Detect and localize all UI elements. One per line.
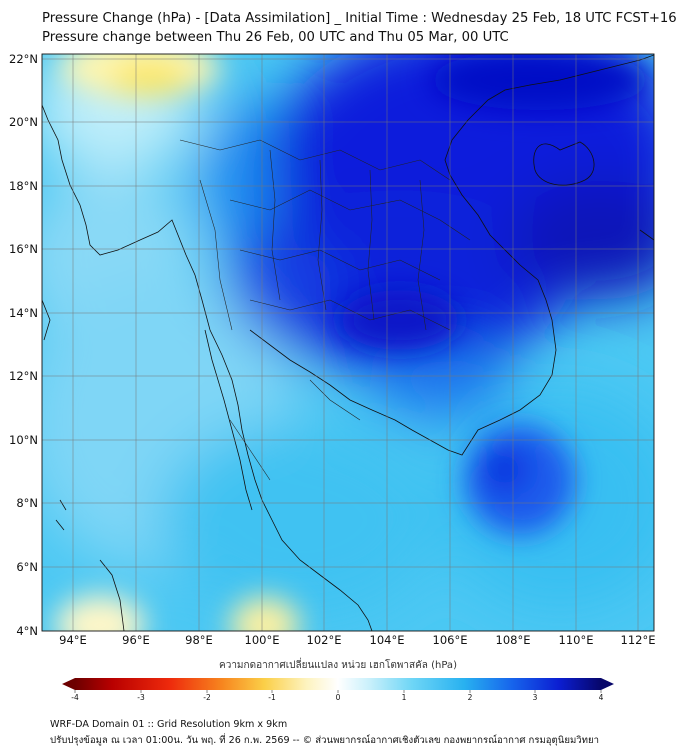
- lon-label-94: 94°E: [59, 633, 87, 647]
- colorbar-tick-label: -2: [203, 693, 211, 702]
- colorbar-min-arrow: [62, 678, 75, 690]
- colorbar-ticks: [74, 690, 602, 693]
- colorbar-tick-label: 2: [468, 693, 473, 702]
- lon-label-100: 100°E: [245, 633, 280, 647]
- lon-label-112: 112°E: [621, 633, 656, 647]
- colorbar-tick-label: 1: [402, 693, 407, 702]
- lat-label-18: 18°N: [9, 179, 38, 193]
- colorbar: -4 -3 -2 -1 0 1 2 3 4: [62, 678, 614, 702]
- lat-label-16: 16°N: [9, 242, 38, 256]
- lon-axis: 94°E 96°E 98°E 100°E 102°E 104°E 106°E 1…: [59, 633, 655, 647]
- lat-label-12: 12°N: [9, 369, 38, 383]
- lat-label-14: 14°N: [9, 306, 38, 320]
- colorbar-tick-label: 4: [599, 693, 604, 702]
- map-grid: [42, 54, 654, 631]
- map-subtitle: Pressure change between Thu 26 Feb, 00 U…: [42, 30, 509, 45]
- colorbar-tick-label: -1: [268, 693, 276, 702]
- admin-borders: [179, 139, 471, 481]
- colorbar-title: ความกดอากาศเปลี่ยนแปลง หน่วย เฮกโตพาสคัล…: [219, 660, 457, 671]
- lon-label-104: 104°E: [370, 633, 405, 647]
- footer-update-info: ปรับปรุงข้อมูล ณ เวลา 01:00น. วัน พฤ. ที…: [50, 735, 600, 746]
- colorbar-tick-label: 0: [336, 693, 341, 702]
- map-title: Pressure Change (hPa) - [Data Assimilati…: [42, 11, 676, 26]
- lat-label-20: 20°N: [9, 115, 38, 129]
- coastlines: [42, 54, 654, 631]
- colorbar-tick-label: -3: [137, 693, 145, 702]
- lon-label-108: 108°E: [496, 633, 531, 647]
- lon-label-106: 106°E: [433, 633, 468, 647]
- lat-axis: 22°N 20°N 18°N 16°N 14°N 12°N 10°N 8°N 6…: [9, 52, 38, 638]
- colorbar-tick-label: -4: [71, 693, 79, 702]
- lat-label-6: 6°N: [16, 560, 38, 574]
- lat-label-8: 8°N: [16, 496, 38, 510]
- lon-label-110: 110°E: [559, 633, 594, 647]
- pressure-field: [42, 54, 654, 631]
- lat-label-10: 10°N: [9, 433, 38, 447]
- colorbar-body: [75, 678, 601, 690]
- lat-label-4: 4°N: [16, 624, 38, 638]
- colorbar-max-arrow: [601, 678, 614, 690]
- lon-label-96: 96°E: [122, 633, 150, 647]
- colorbar-tick-label: 3: [533, 693, 538, 702]
- map-frame: [41, 53, 655, 632]
- lon-label-98: 98°E: [185, 633, 213, 647]
- lat-label-22: 22°N: [9, 52, 38, 66]
- footer-domain-info: WRF-DA Domain 01 :: Grid Resolution 9km …: [50, 719, 288, 730]
- lon-label-102: 102°E: [307, 633, 342, 647]
